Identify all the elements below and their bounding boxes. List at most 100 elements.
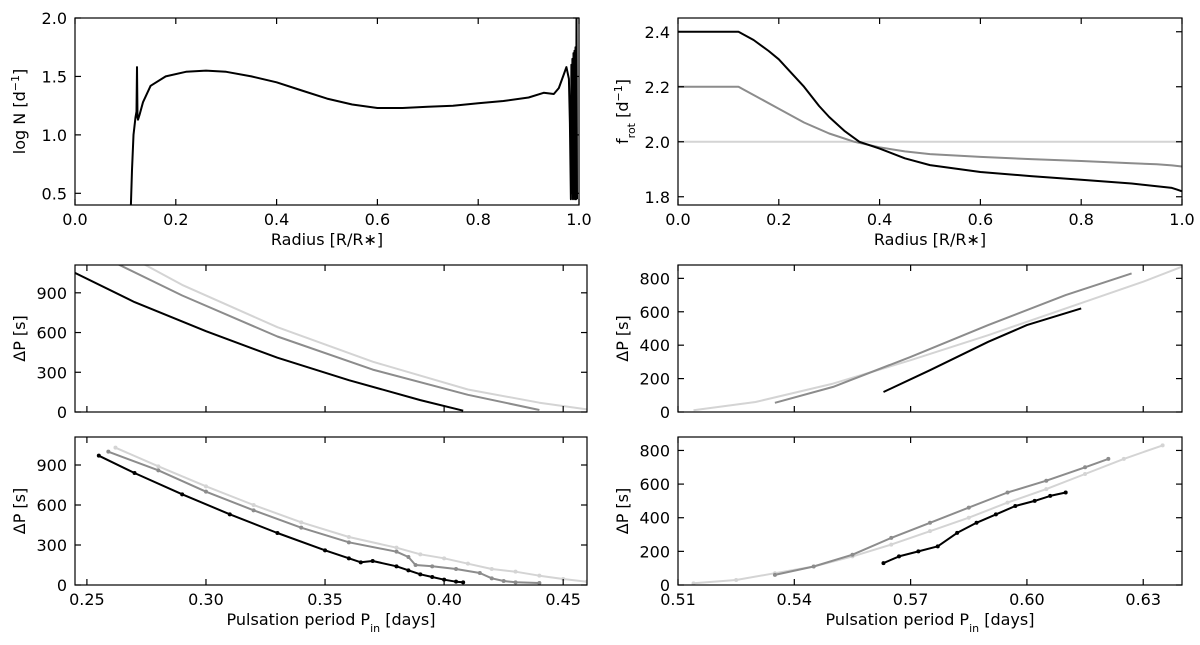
y-tick-label: 1.5 xyxy=(42,67,67,86)
y-tick-label: 0 xyxy=(660,576,670,595)
series-line-uniform xyxy=(115,446,587,583)
x-tick-label: 0.60 xyxy=(1009,590,1045,609)
x-axis-label: Pulsation period Pin [days] xyxy=(826,610,1035,635)
data-point-uniform xyxy=(513,569,518,574)
data-point-moderate xyxy=(413,563,418,567)
data-point-uniform xyxy=(299,520,304,525)
data-point-uniform xyxy=(251,503,256,507)
data-point-strong xyxy=(406,568,411,573)
series-line-moderate xyxy=(678,85,1182,168)
x-tick-label: 0.6 xyxy=(365,210,390,229)
y-tick-label: 300 xyxy=(36,536,67,555)
data-point-moderate xyxy=(501,579,506,583)
x-axis-label: Radius [R/R∗] xyxy=(874,230,986,249)
data-point-strong xyxy=(461,580,466,585)
y-axis-label: ΔP [s] xyxy=(613,488,632,535)
data-point-moderate xyxy=(430,564,435,569)
data-point-moderate xyxy=(811,564,816,569)
data-point-strong xyxy=(358,560,363,565)
y-tick-label: 2.0 xyxy=(645,133,670,152)
x-tick-label: 0.35 xyxy=(307,590,343,609)
series-line-strong xyxy=(75,272,464,412)
x-tick-label: 0.51 xyxy=(660,590,696,609)
series-line-uniform xyxy=(143,265,587,411)
data-point-moderate xyxy=(513,580,518,585)
panel-p2: 0.0 0.2 0.4 0.6 0.8 1.0 1.8 2.0 2.2 2.4 Radius [R/… xyxy=(612,17,1195,249)
data-point-strong xyxy=(1063,490,1068,495)
y-tick-label: 600 xyxy=(36,496,67,515)
data-point-strong xyxy=(180,492,185,497)
data-point-moderate xyxy=(394,549,399,554)
axes-frame xyxy=(74,264,588,413)
data-point-moderate xyxy=(454,567,459,571)
y-tick-label: 0 xyxy=(660,403,670,422)
series-line-strong xyxy=(883,307,1082,393)
data-point-uniform xyxy=(203,484,208,489)
data-point-strong xyxy=(227,512,232,517)
data-point-strong xyxy=(935,544,940,549)
x-tick-label: 0.2 xyxy=(163,210,188,229)
series-line-uniform xyxy=(693,444,1163,585)
panel-p5: 0.25 0.30 0.35 0.40 0.45 0 300 600 900 Pulsation … xyxy=(10,436,588,635)
y-tick-label: 0 xyxy=(57,403,67,422)
data-point-uniform xyxy=(113,445,118,450)
data-point-uniform xyxy=(928,529,932,534)
y-axis-label: log N [d−1] xyxy=(9,69,30,154)
axes-frame xyxy=(677,436,1183,586)
data-point-moderate xyxy=(850,552,855,557)
y-tick-label: 400 xyxy=(639,336,670,355)
axes-frame xyxy=(74,436,588,586)
y-tick-label: 0.5 xyxy=(42,184,67,203)
data-point-uniform xyxy=(537,573,542,578)
x-tick-label: 0.6 xyxy=(968,210,993,229)
x-tick-label: 1.0 xyxy=(1169,210,1194,229)
series-line-strong xyxy=(98,454,464,584)
y-tick-label: 800 xyxy=(639,269,670,288)
x-tick-label: 0.30 xyxy=(188,590,224,609)
x-tick-label: 0.4 xyxy=(264,210,289,229)
data-point-strong xyxy=(418,572,423,577)
data-point-uniform xyxy=(1160,443,1165,448)
x-tick-label: 0.4 xyxy=(867,210,892,229)
y-tick-label: 2.4 xyxy=(645,23,670,42)
x-tick-label: 0.54 xyxy=(776,590,812,609)
data-point-uniform xyxy=(442,556,447,561)
x-tick-label: 0.8 xyxy=(465,210,490,229)
y-tick-label: 600 xyxy=(639,475,670,494)
x-tick-label: 0.0 xyxy=(665,210,690,229)
y-tick-label: 600 xyxy=(639,303,670,322)
y-axis-label: ΔP [s] xyxy=(10,488,29,535)
data-point-moderate xyxy=(477,571,482,575)
x-axis-label: Pulsation period Pin [days] xyxy=(227,610,436,635)
data-point-strong xyxy=(323,548,328,553)
y-tick-label: 800 xyxy=(639,441,670,460)
data-point-strong xyxy=(132,471,137,475)
data-point-uniform xyxy=(489,567,494,571)
data-point-strong xyxy=(346,556,351,561)
data-point-uniform xyxy=(889,542,894,547)
x-tick-label: 1.0 xyxy=(566,210,591,229)
y-axis-label: ΔP [s] xyxy=(613,315,632,362)
data-point-moderate xyxy=(106,449,111,454)
x-tick-label: 0.25 xyxy=(69,590,105,609)
data-point-moderate xyxy=(537,581,542,585)
data-point-uniform xyxy=(418,552,423,557)
y-tick-label: 300 xyxy=(36,363,67,382)
data-point-moderate xyxy=(346,540,351,545)
y-tick-label: 2.0 xyxy=(42,9,67,28)
axes-frame xyxy=(677,264,1183,413)
x-tick-label: 0.45 xyxy=(545,590,581,609)
series-line-log N xyxy=(129,18,578,205)
data-point-moderate xyxy=(889,535,894,540)
y-axis-label: frot [d−1] xyxy=(612,79,638,144)
y-tick-label: 200 xyxy=(639,370,670,389)
data-point-moderate xyxy=(1044,478,1049,483)
data-point-moderate xyxy=(299,525,304,530)
data-point-strong xyxy=(1013,503,1018,508)
series-line-moderate xyxy=(107,450,540,584)
data-point-moderate xyxy=(1083,465,1088,470)
data-point-uniform xyxy=(966,515,971,520)
data-point-moderate xyxy=(489,576,494,581)
data-point-uniform xyxy=(394,545,399,550)
data-point-moderate xyxy=(406,555,411,559)
